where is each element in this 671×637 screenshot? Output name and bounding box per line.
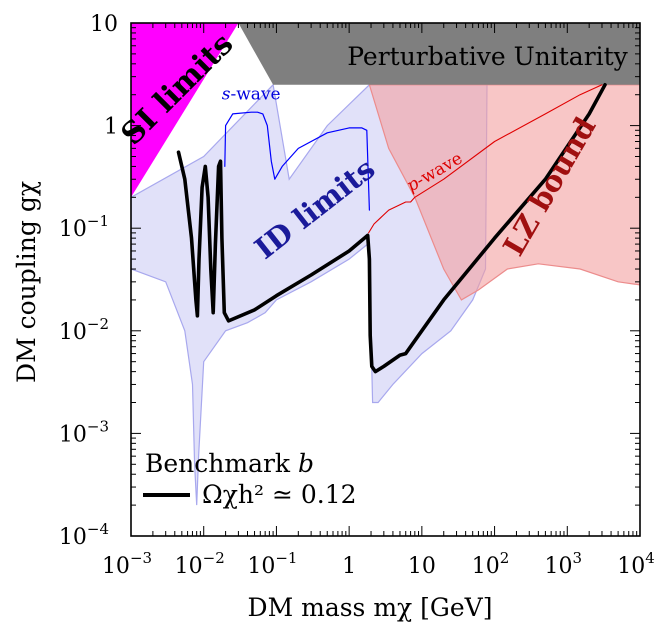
x-tick-label: 10−1 [247,549,297,579]
series-line-p-wave [368,84,603,234]
x-tick-label: 104 [617,549,655,579]
data-series [176,83,607,374]
legend-title: Benchmark b [145,449,314,478]
series-line-s-wave [224,111,370,211]
region-si-limits [131,23,239,198]
y-axis-title: DM coupling gχ [12,181,41,383]
y-tick-label: 10−1 [59,212,109,242]
x-tick-label: 1 [342,554,356,579]
legend-entry-label: Ωχh² ≃ 0.12 [202,480,357,509]
y-tick-label: 1 [104,115,118,140]
x-tick-label: 10 [408,554,436,579]
x-tick-label: 10−2 [175,549,225,579]
annotation-perturbative-unitarity: Perturbative Unitarity [347,42,628,71]
plot-frame [130,22,641,537]
y-tick-label: 10−3 [59,417,109,447]
series-line-h-0-12 [176,83,607,374]
region-perturbative-unitarity [238,23,640,85]
y-tick-label: 10−2 [59,315,109,345]
exclusion-regions [131,23,640,506]
x-axis-title: DM mass mχ [GeV] [248,593,493,622]
x-tick-label: 10−3 [102,549,152,579]
annotation-s-wave: s-wave [222,84,281,104]
y-tick-label: 10 [90,12,118,37]
y-tick-label: 10−4 [59,520,109,550]
x-tick-label: 102 [472,549,510,579]
x-tick-label: 103 [545,549,583,579]
axis-ticks: 10−3 10−2 10−1 1 10 102 103 10410−410−310−210−1… [59,12,655,579]
